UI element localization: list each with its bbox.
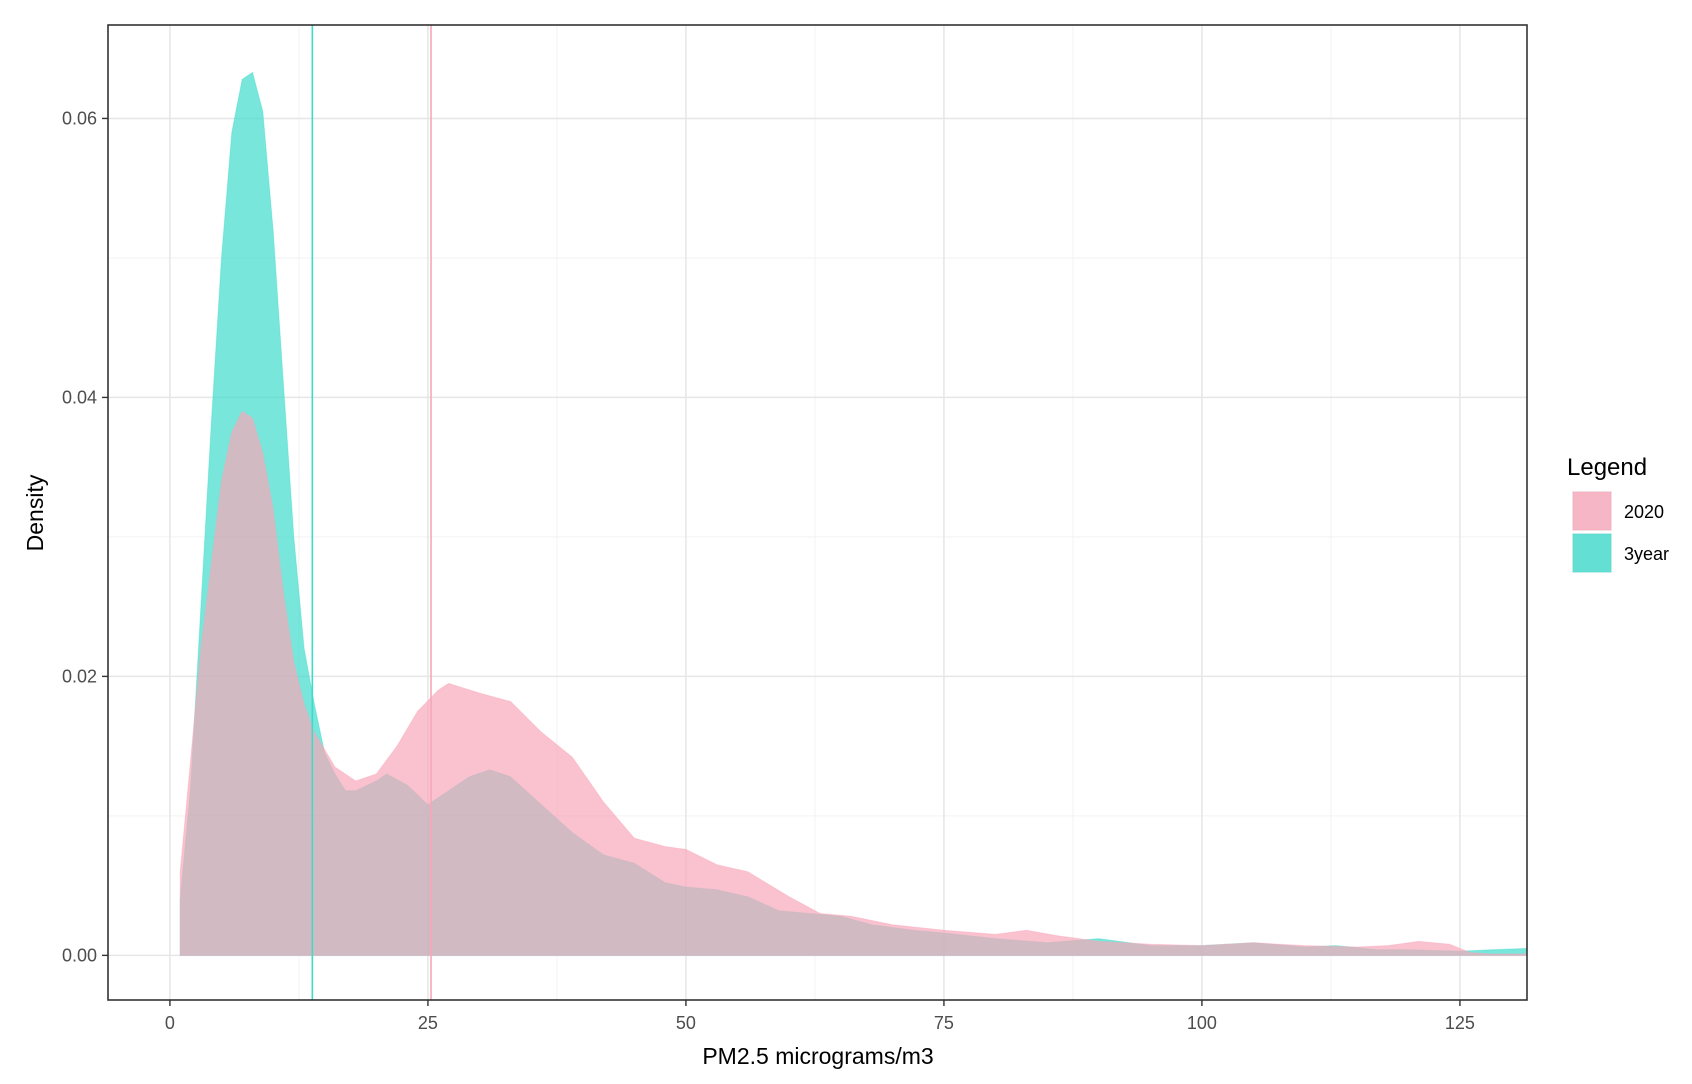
legend-key-3year <box>1572 533 1612 573</box>
density-areas <box>179 71 1528 956</box>
legend-label-3year: 3year <box>1624 544 1669 564</box>
mean-lines <box>311 25 432 1000</box>
panel-border <box>107 24 1528 1001</box>
y-tick-label: 0.06 <box>62 108 97 128</box>
y-axis-title: Density <box>22 474 48 551</box>
y-tick-label: 0.04 <box>62 387 97 407</box>
x-tick-label: 25 <box>418 1013 438 1033</box>
x-tick-label: 125 <box>1445 1013 1475 1033</box>
x-tick-label: 100 <box>1187 1013 1217 1033</box>
y-tick-label: 0.02 <box>62 666 97 686</box>
y-tick-label: 0.00 <box>62 945 97 965</box>
legend-label-2020: 2020 <box>1624 502 1664 522</box>
legend-title: Legend <box>1567 454 1647 481</box>
x-axis: 0 25 50 75 100 125 <box>165 1000 1475 1033</box>
y-axis: 0.00 0.02 0.04 0.06 <box>62 108 108 965</box>
density-area-2020 <box>179 410 1528 956</box>
legend: Legend 2020 3year <box>1567 454 1669 573</box>
legend-key-2020 <box>1572 491 1612 531</box>
x-tick-label: 50 <box>676 1013 696 1033</box>
x-tick-label: 75 <box>934 1013 954 1033</box>
x-axis-title: PM2.5 micrograms/m3 <box>702 1043 933 1069</box>
x-tick-label: 0 <box>165 1013 175 1033</box>
